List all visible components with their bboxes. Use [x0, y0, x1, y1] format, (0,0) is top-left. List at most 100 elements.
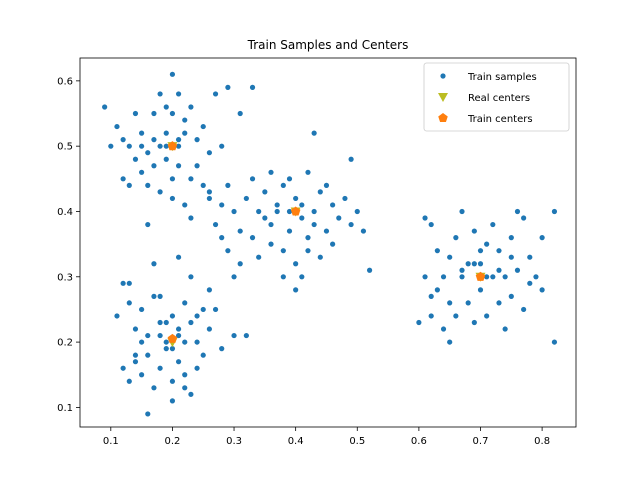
sample-point: [175, 137, 182, 143]
sample-point: [120, 280, 126, 286]
sample-point: [527, 280, 533, 286]
sample-point: [108, 143, 114, 149]
sample-point: [502, 326, 508, 332]
sample-point: [416, 319, 422, 326]
sample-point: [151, 137, 157, 143]
sample-point: [496, 248, 502, 254]
sample-point: [182, 130, 188, 136]
sample-point: [120, 137, 126, 143]
sample-point: [200, 182, 206, 188]
sample-point: [102, 104, 108, 110]
sample-point: [169, 195, 176, 202]
sample-point: [151, 293, 157, 299]
sample-point: [490, 274, 496, 280]
sample-point: [163, 143, 169, 149]
sample-point: [514, 267, 521, 273]
sample-point: [132, 352, 139, 358]
sample-point: [231, 208, 237, 215]
sample-point: [225, 248, 231, 254]
legend-marker: [438, 93, 448, 102]
sample-point: [126, 143, 132, 149]
sample-point: [139, 306, 145, 313]
sample-point: [145, 352, 151, 358]
sample-point: [286, 176, 293, 182]
sample-point: [508, 293, 514, 299]
sample-point: [225, 84, 231, 90]
sample-point: [471, 261, 477, 267]
sample-point: [132, 326, 139, 332]
sample-point: [194, 339, 200, 345]
sample-point: [465, 261, 471, 267]
sample-point: [231, 274, 237, 280]
sample-point: [200, 306, 206, 313]
x-tick-label: 0.7: [473, 436, 489, 447]
sample-point: [428, 221, 434, 228]
sample-point: [175, 359, 182, 365]
x-tick-label: 0.3: [226, 436, 242, 447]
sample-point: [330, 202, 336, 208]
sample-point: [539, 287, 545, 293]
sample-point: [280, 182, 286, 188]
sample-point: [508, 254, 514, 260]
sample-point: [274, 208, 280, 215]
sample-point: [132, 359, 139, 365]
sample-point: [206, 189, 212, 195]
x-tick-label: 0.5: [349, 436, 365, 447]
sample-point: [293, 261, 299, 267]
sample-point: [268, 241, 274, 247]
sample-point: [231, 332, 237, 339]
sample-point: [151, 385, 157, 391]
sample-point: [182, 117, 188, 123]
sample-point: [157, 332, 163, 339]
sample-point: [521, 215, 527, 221]
sample-point: [330, 241, 336, 247]
sample-point: [502, 274, 508, 280]
sample-point: [434, 248, 440, 254]
sample-point: [237, 228, 243, 234]
sample-point: [163, 156, 169, 162]
sample-point: [305, 169, 311, 175]
sample-point: [459, 208, 465, 215]
train-center-marker: [167, 141, 178, 151]
sample-point: [323, 182, 330, 188]
sample-point: [477, 248, 484, 254]
x-tick-label: 0.6: [411, 436, 427, 447]
sample-point: [157, 365, 163, 371]
sample-point: [465, 300, 471, 306]
sample-point: [471, 319, 477, 326]
sample-point: [200, 352, 206, 358]
sample-point: [157, 91, 163, 97]
sample-point: [496, 300, 502, 306]
sample-point: [151, 163, 157, 169]
sample-point: [508, 235, 514, 241]
sample-point: [305, 235, 311, 241]
y-tick-label: 0.3: [57, 272, 73, 283]
y-tick-label: 0.2: [57, 338, 73, 349]
ticks-layer: 0.1 0.2 0.3 0.4 0.5 0.6 0.7 0.8 0.1 0.2 0.3 0.4 0.5 0…: [57, 76, 550, 447]
sample-point: [163, 104, 169, 110]
y-tick-label: 0.5: [57, 142, 73, 153]
sample-point: [175, 326, 182, 332]
sample-point: [114, 313, 120, 319]
sample-point: [182, 339, 188, 345]
sample-point: [311, 130, 317, 136]
sample-point: [348, 221, 354, 228]
sample-point: [317, 189, 323, 195]
sample-point: [126, 280, 132, 286]
sample-point: [336, 215, 342, 221]
sample-point: [200, 123, 206, 130]
sample-point: [243, 332, 249, 339]
sample-point: [428, 313, 434, 319]
legend: Train samples Real centers Train centers: [423, 62, 570, 132]
sample-point: [163, 339, 169, 345]
sample-point: [175, 254, 182, 260]
sample-point: [169, 313, 176, 319]
sample-point: [206, 150, 212, 156]
sample-point: [533, 274, 539, 280]
sample-point: [348, 156, 354, 162]
sample-point: [157, 319, 163, 326]
x-tick-label: 0.8: [534, 436, 550, 447]
legend-label: Train samples: [467, 72, 537, 83]
sample-point: [237, 110, 243, 117]
